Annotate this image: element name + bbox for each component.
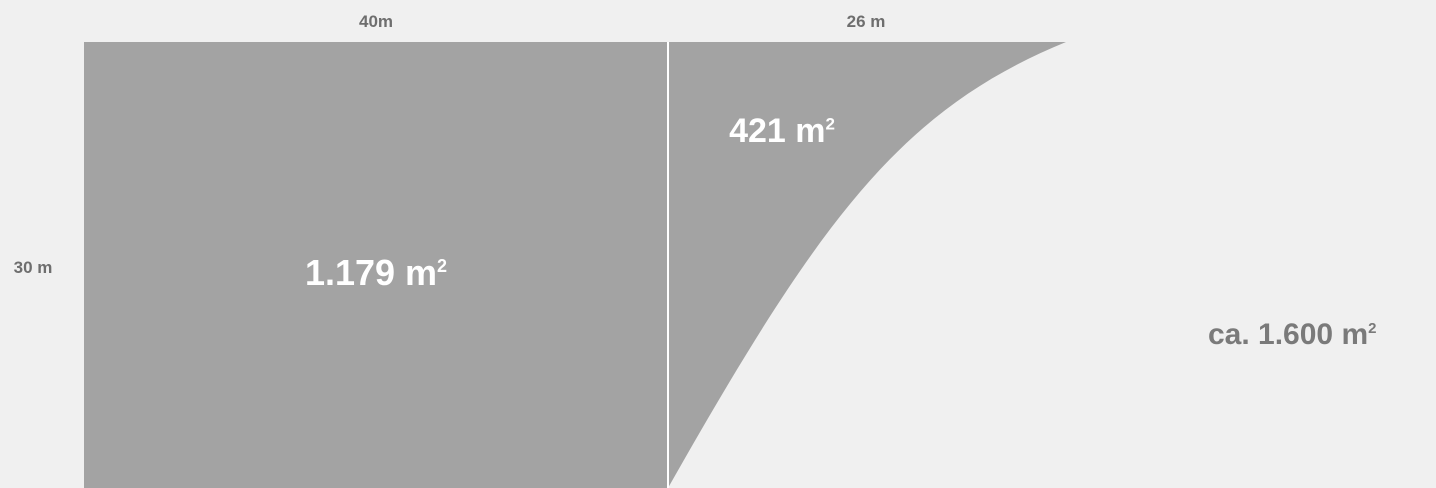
rectangular-plot (84, 42, 668, 488)
curved-plot (668, 42, 1066, 488)
rect-area-label: 1.179 m2 (305, 252, 447, 294)
total-area-exponent: 2 (1368, 320, 1377, 337)
curve-area-label: 421 m2 (729, 112, 835, 151)
total-area-value: ca. 1.600 m (1208, 318, 1369, 351)
height-label: 30 m (13, 258, 53, 277)
width-right-label: 26 m (846, 12, 886, 31)
rect-area-exponent: 2 (437, 256, 448, 276)
total-area-label: ca. 1.600 m2 (1208, 318, 1376, 352)
curve-area-exponent: 2 (825, 114, 835, 134)
width-left-label: 40m (358, 12, 394, 31)
rect-area-value: 1.179 m (304, 252, 438, 293)
curve-area-value: 421 m (729, 112, 826, 150)
